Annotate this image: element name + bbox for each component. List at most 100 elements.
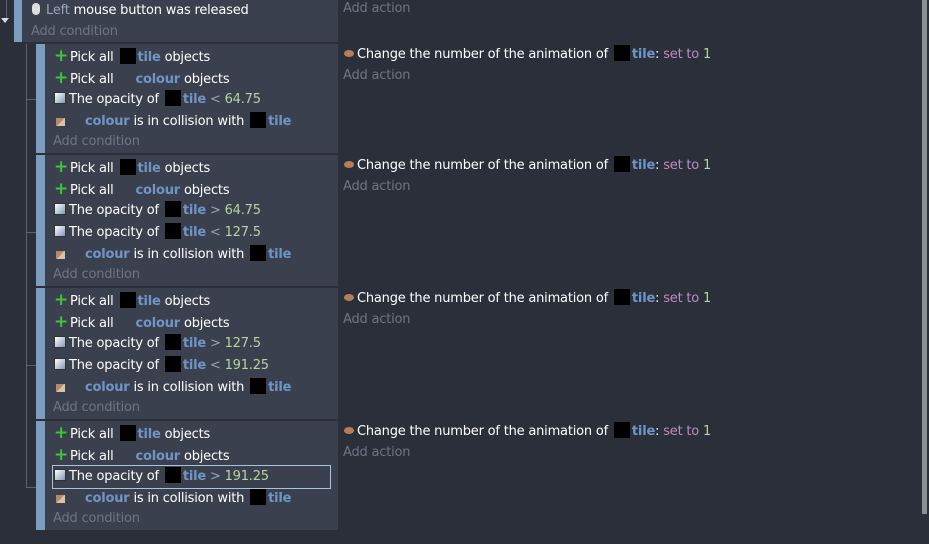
- condition-text: The opacity of: [69, 336, 159, 351]
- action-value: 1: [703, 158, 712, 173]
- add-action-link[interactable]: Add action: [343, 68, 411, 83]
- event-bar[interactable]: [36, 44, 45, 153]
- add-condition-link[interactable]: Add condition: [53, 400, 140, 415]
- condition-collision[interactable]: colour is in collision with tile: [54, 111, 291, 133]
- object-thumbnail: [250, 112, 267, 128]
- action-text: Change the number of the animation of: [357, 291, 608, 306]
- value: 127.5: [224, 225, 261, 240]
- action-value: 1: [703, 47, 712, 62]
- tree-line: [26, 365, 36, 366]
- condition-text: The opacity of: [69, 225, 159, 240]
- set-to-text: set to: [663, 158, 700, 173]
- condition-opacity[interactable]: The opacity of tile < 191.25: [54, 355, 269, 377]
- scrollbar-thumb[interactable]: [922, 0, 927, 514]
- object-thumbnail: [119, 292, 136, 308]
- add-condition-link[interactable]: Add condition: [31, 24, 118, 39]
- action-change-animation[interactable]: Change the number of the animation of ti…: [344, 44, 711, 66]
- add-condition-link[interactable]: Add condition: [53, 134, 140, 149]
- condition-pick-all-tile[interactable]: + Pick all tile objects: [54, 289, 210, 311]
- condition-opacity[interactable]: The opacity of tile > 127.5: [54, 333, 261, 355]
- object-thumbnail: [250, 378, 267, 394]
- condition-pick-all-tile[interactable]: + Pick all tile objects: [54, 45, 210, 67]
- opacity-icon: [54, 336, 66, 348]
- object-name: tile: [631, 158, 656, 173]
- object-name: tile: [137, 50, 161, 65]
- value: 64.75: [224, 92, 261, 107]
- object-name: tile: [268, 491, 292, 506]
- collision-icon: [56, 118, 65, 126]
- add-action-link[interactable]: Add action: [343, 179, 411, 194]
- object-thumbnail: [119, 159, 136, 175]
- action-change-animation[interactable]: Change the number of the animation of ti…: [344, 421, 711, 443]
- value: 127.5: [224, 336, 261, 351]
- opacity-icon: [54, 203, 66, 215]
- event-bar[interactable]: [14, 0, 22, 42]
- conditions-block: [45, 288, 338, 419]
- object-name: colour: [85, 247, 130, 262]
- object-thumbnail: [164, 201, 181, 217]
- value: 64.75: [224, 203, 261, 218]
- set-to-text: set to: [663, 424, 700, 439]
- condition-text: objects: [164, 294, 211, 309]
- event-bar[interactable]: [36, 155, 45, 286]
- object-thumbnail: [613, 45, 630, 61]
- condition-collision[interactable]: colour is in collision with tile: [54, 377, 291, 399]
- condition-opacity[interactable]: The opacity of tile < 127.5: [54, 222, 261, 244]
- operator: <: [209, 92, 221, 107]
- collapse-arrow-icon[interactable]: [1, 18, 9, 23]
- object-thumbnail: [119, 425, 136, 441]
- animation-icon: [344, 161, 354, 168]
- opacity-icon: [54, 92, 66, 104]
- pick-all-icon: +: [54, 312, 69, 332]
- event-bar[interactable]: [36, 421, 45, 530]
- condition-text: Pick all: [70, 50, 114, 65]
- condition-pick-all-colour[interactable]: + Pick all colour objects: [54, 311, 230, 333]
- condition-pick-all-colour[interactable]: + Pick all colour objects: [54, 67, 230, 89]
- condition-text: is in collision with: [133, 491, 245, 506]
- condition-opacity[interactable]: The opacity of tile > 191.25: [52, 465, 331, 489]
- object-thumbnail: [613, 289, 630, 305]
- action-text: Change the number of the animation of: [357, 424, 608, 439]
- add-condition-link[interactable]: Add condition: [53, 511, 140, 526]
- add-action-link[interactable]: Add action: [343, 445, 411, 460]
- animation-icon: [344, 427, 354, 434]
- pick-all-icon: +: [54, 68, 69, 88]
- object-name: colour: [85, 114, 130, 129]
- condition-opacity[interactable]: The opacity of tile > 64.75: [54, 200, 261, 222]
- object-thumbnail: [164, 356, 181, 372]
- action-change-animation[interactable]: Change the number of the animation of ti…: [344, 288, 711, 310]
- condition-collision[interactable]: colour is in collision with tile: [54, 488, 291, 510]
- object-thumbnail: [164, 223, 181, 239]
- add-action-link[interactable]: Add action: [343, 1, 411, 16]
- pick-all-icon: +: [54, 179, 69, 199]
- object-name: tile: [268, 380, 292, 395]
- condition-opacity[interactable]: The opacity of tile < 64.75: [54, 89, 261, 111]
- condition-pick-all-colour[interactable]: + Pick all colour objects: [54, 444, 230, 466]
- condition-collision[interactable]: colour is in collision with tile: [54, 244, 291, 266]
- condition-text: The opacity of: [69, 358, 159, 373]
- condition-mouse-released[interactable]: Left mouse button was released: [32, 0, 249, 22]
- condition-pick-all-tile[interactable]: + Pick all tile objects: [54, 422, 210, 444]
- object-name: colour: [85, 491, 130, 506]
- condition-text: The opacity of: [69, 203, 159, 218]
- condition-pick-all-tile[interactable]: + Pick all tile objects: [54, 156, 210, 178]
- operator: >: [209, 203, 221, 218]
- scrollbar[interactable]: [921, 0, 929, 544]
- action-change-animation[interactable]: Change the number of the animation of ti…: [344, 155, 711, 177]
- condition-text: The opacity of: [69, 92, 159, 107]
- condition-text: Pick all: [70, 72, 114, 87]
- add-action-link[interactable]: Add action: [343, 312, 411, 327]
- object-name: tile: [137, 294, 161, 309]
- pick-all-icon: +: [54, 423, 69, 443]
- object-name: tile: [631, 47, 656, 62]
- condition-pick-all-colour[interactable]: + Pick all colour objects: [54, 178, 230, 200]
- pick-all-icon: +: [54, 445, 69, 465]
- condition-text: objects: [183, 449, 230, 464]
- object-thumbnail: [164, 467, 181, 483]
- object-name: tile: [631, 424, 656, 439]
- collision-icon: [56, 251, 65, 259]
- add-condition-link[interactable]: Add condition: [53, 267, 140, 282]
- object-thumbnail: [164, 90, 181, 106]
- event-bar[interactable]: [36, 288, 45, 419]
- condition-text: objects: [164, 161, 211, 176]
